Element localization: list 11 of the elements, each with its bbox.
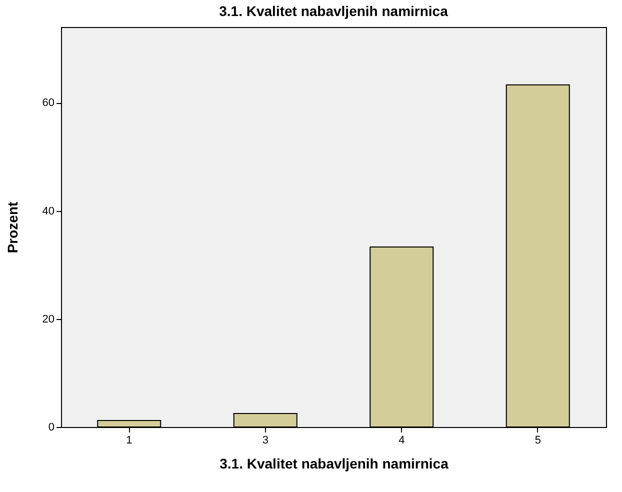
x-axis-title: 3.1. Kvalitet nabavljenih namirnica (220, 456, 449, 472)
x-tick-label: 4 (398, 434, 405, 446)
y-tick-label: 40 (42, 205, 54, 218)
x-tick-label: 5 (534, 434, 541, 446)
x-tick-label: 3 (262, 434, 268, 446)
y-tick-label: 0 (48, 422, 54, 434)
y-tick-label: 20 (42, 313, 54, 326)
y-tick-label: 60 (42, 97, 54, 110)
y-axis-title: Prozent (4, 201, 20, 254)
x-tick-label: 1 (126, 434, 132, 446)
chart-title: 3.1. Kvalitet nabavljenih namirnica (219, 3, 448, 19)
